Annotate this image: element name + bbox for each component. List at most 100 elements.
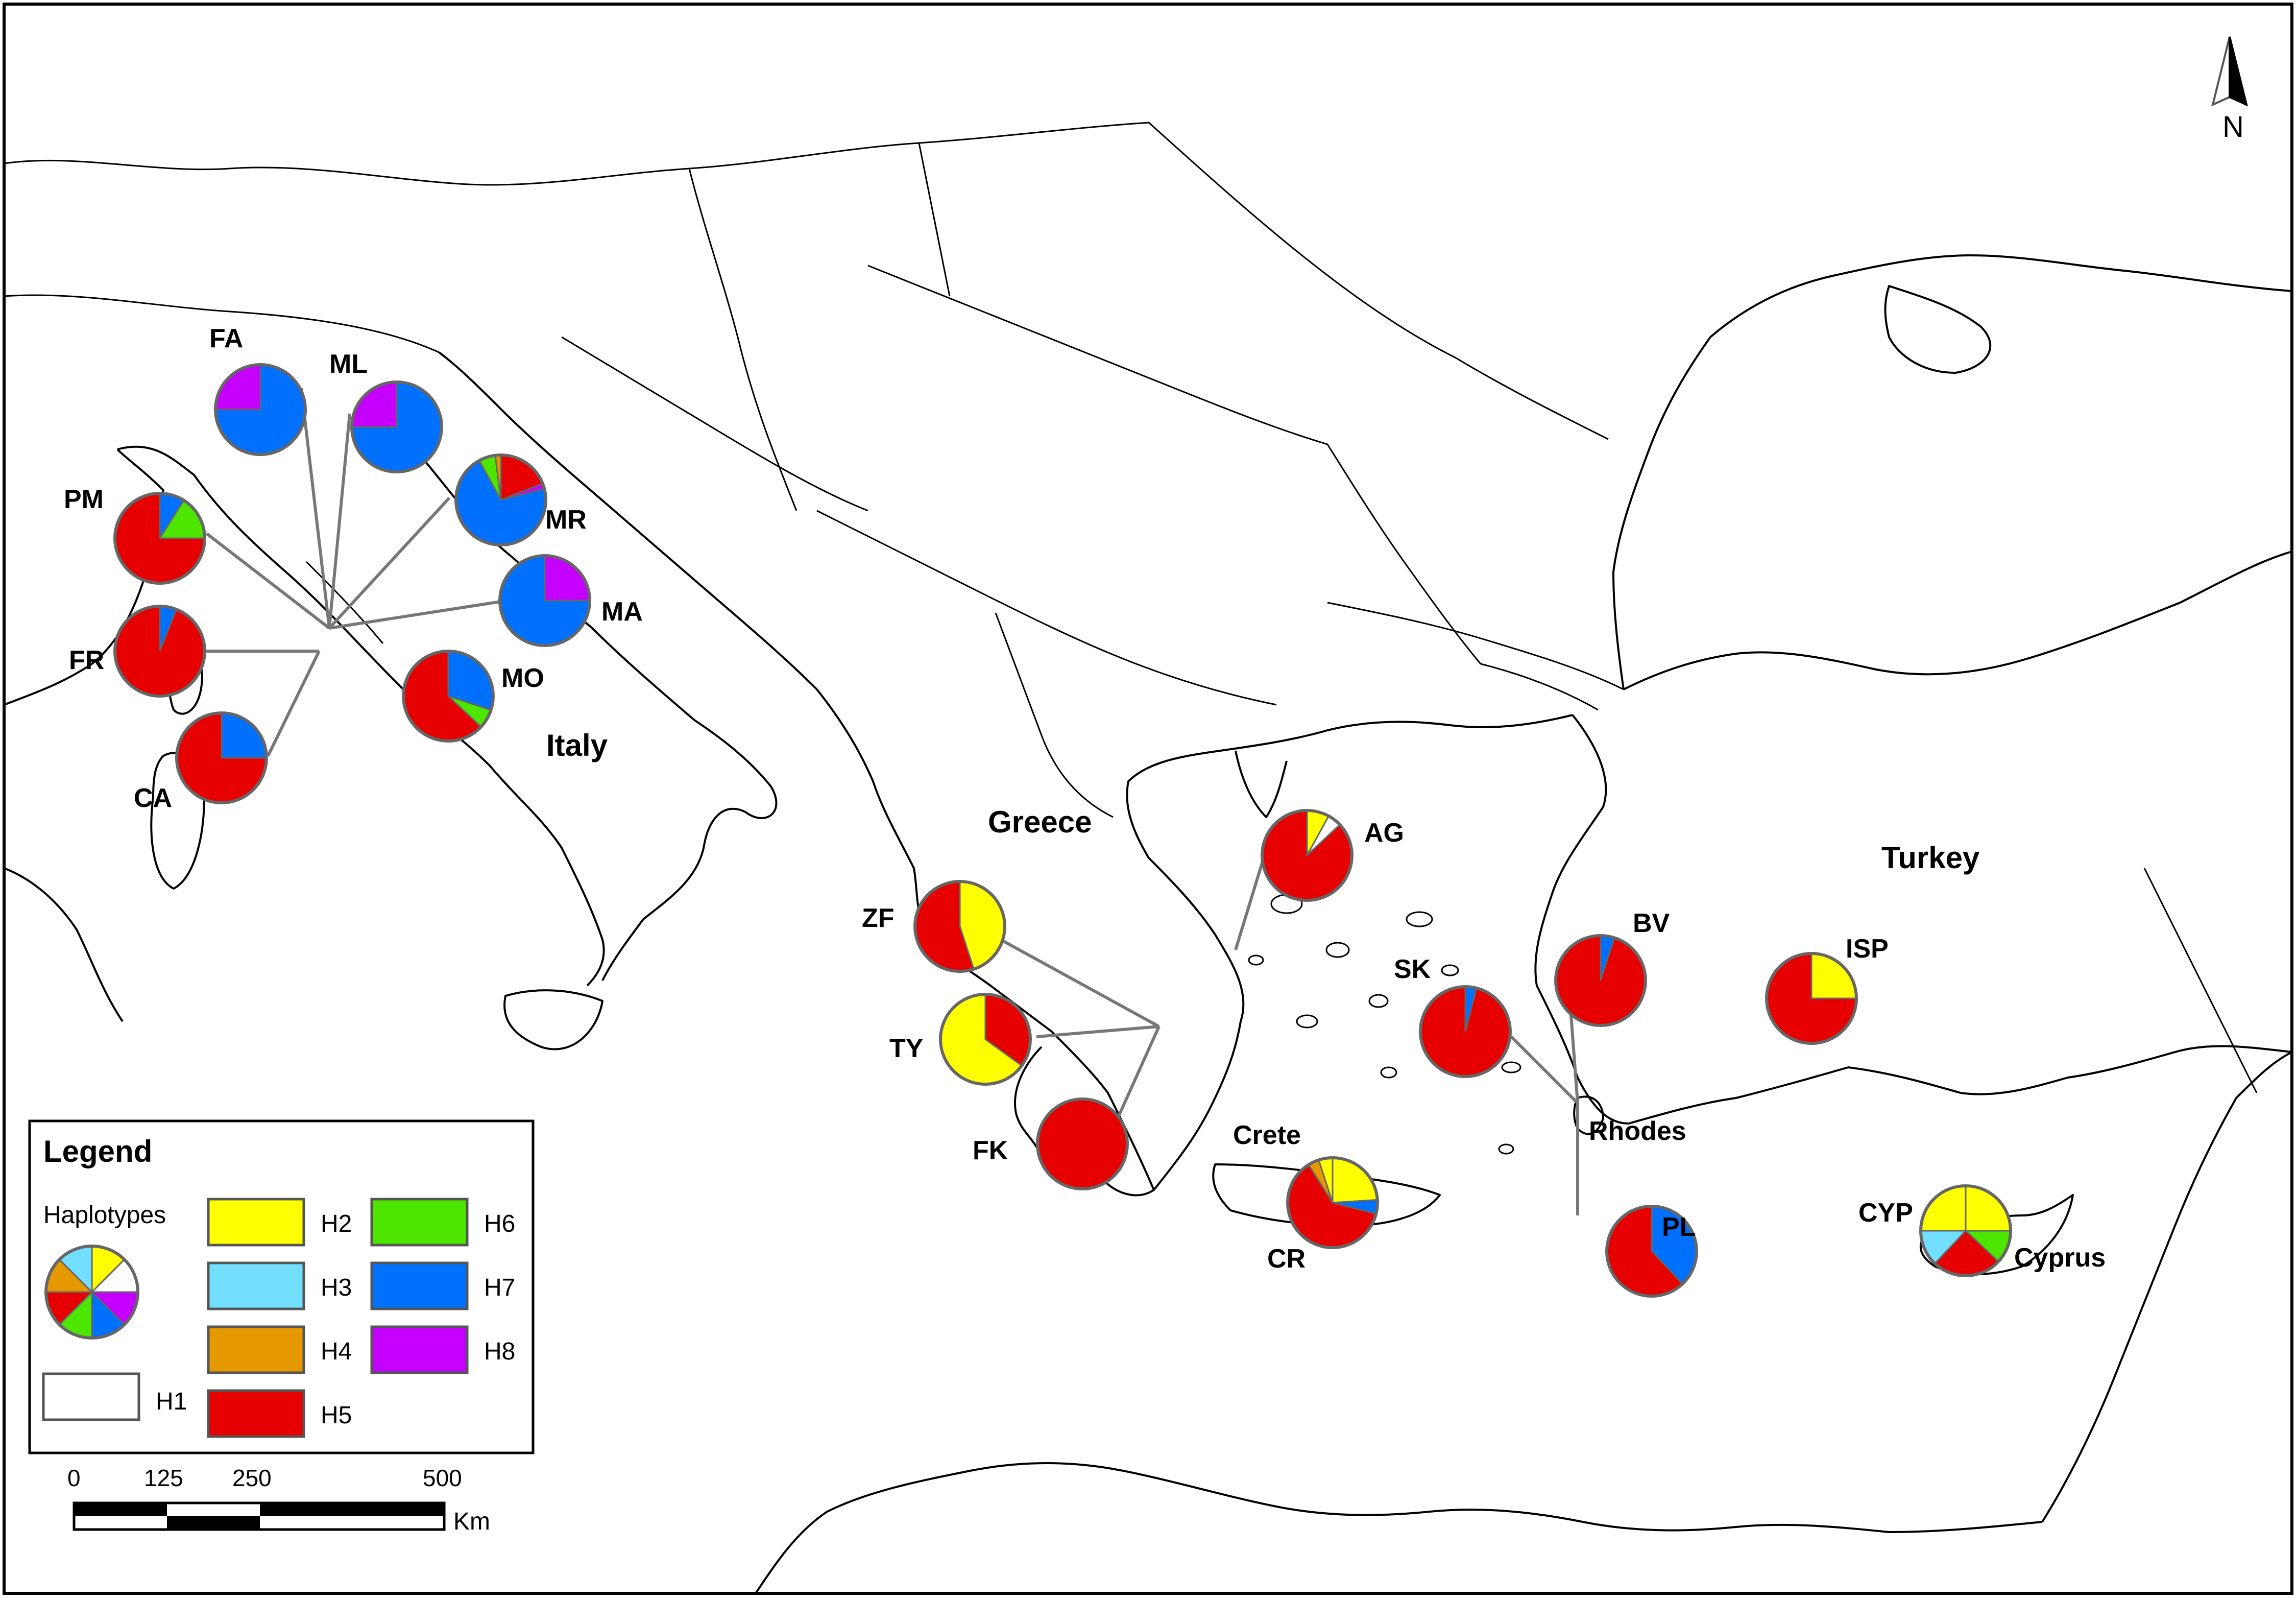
population-label-fk: FK xyxy=(973,1136,1008,1165)
population-label-ag: AG xyxy=(1364,818,1404,848)
country-borders xyxy=(4,122,2258,1093)
legend-label-h4: H4 xyxy=(321,1338,352,1365)
pie-cyp-outline xyxy=(1919,1184,2012,1277)
pie-fa-outline xyxy=(214,363,307,456)
pie-ty xyxy=(939,993,1032,1086)
country-label-italy: Italy xyxy=(546,728,608,762)
legend-swatch-h5 xyxy=(207,1389,305,1438)
place-label-crete: Crete xyxy=(1233,1120,1301,1150)
legend-pie-outline xyxy=(44,1245,139,1340)
population-label-mo: MO xyxy=(501,663,544,693)
pie-pm-outline xyxy=(113,492,206,585)
pie-mr xyxy=(454,453,547,546)
legend-label-h3: H3 xyxy=(321,1274,352,1301)
scale-bar: 0 125 250 500 Km xyxy=(67,1465,490,1535)
pie-fk xyxy=(1036,1097,1129,1190)
pie-ma-outline xyxy=(498,554,591,647)
legend-example-pie xyxy=(44,1245,139,1340)
place-label-cyprus: Cyprus xyxy=(2014,1243,2106,1273)
population-label-sk: SK xyxy=(1394,954,1431,984)
scale-unit: Km xyxy=(453,1508,490,1535)
scale-tick-125: 125 xyxy=(144,1465,183,1491)
population-label-bv: BV xyxy=(1633,909,1670,938)
pie-ml xyxy=(350,380,443,473)
pie-ty-outline xyxy=(939,993,1032,1086)
north-arrow-right-half xyxy=(2229,36,2248,107)
pie-ml-outline xyxy=(350,380,443,473)
north-arrow: N xyxy=(2211,36,2248,144)
pie-mo-outline xyxy=(402,650,495,743)
legend-label-h8: H8 xyxy=(484,1338,515,1365)
pie-isp-outline xyxy=(1765,952,1858,1045)
place-label-rhodes: Rhodes xyxy=(1589,1116,1686,1146)
pie-pm xyxy=(113,492,206,585)
population-label-isp: ISP xyxy=(1846,934,1889,964)
legend-label-h1: H1 xyxy=(156,1388,187,1415)
pie-ag xyxy=(1261,809,1354,902)
legend-swatch-h3 xyxy=(207,1261,305,1310)
legend: Legend Haplotypes H1 H2 H3 H4 H5 H6 H7 H… xyxy=(28,1119,535,1454)
legend-title: Legend xyxy=(43,1134,152,1168)
pie-cr xyxy=(1286,1156,1379,1249)
pie-zf-outline xyxy=(913,880,1006,973)
population-label-fa: FA xyxy=(209,324,243,353)
pie-fk-outline xyxy=(1036,1097,1129,1190)
population-label-pl: PL xyxy=(1662,1212,1696,1242)
population-label-cyp: CYP xyxy=(1858,1198,1913,1228)
population-label-ca: CA xyxy=(134,783,172,813)
legend-label-h6: H6 xyxy=(484,1210,515,1237)
population-pies xyxy=(113,363,2012,1298)
legend-swatch-h6 xyxy=(370,1198,469,1247)
country-label-greece: Greece xyxy=(988,805,1092,839)
pie-ca xyxy=(175,711,268,804)
population-label-fr: FR xyxy=(69,646,104,675)
population-label-pm: PM xyxy=(64,485,104,514)
legend-label-h2: H2 xyxy=(321,1210,352,1237)
pie-pl xyxy=(1605,1205,1698,1298)
pie-mr-outline xyxy=(454,453,547,546)
pie-cyp xyxy=(1919,1184,2012,1277)
pie-fr xyxy=(113,605,206,698)
region-labels: Italy Greece Turkey Crete Rhodes Cyprus xyxy=(546,728,2106,1273)
pie-pl-outline xyxy=(1605,1205,1698,1298)
legend-swatch-h4 xyxy=(207,1325,305,1374)
scale-bar-segment-2-bottom xyxy=(167,1516,260,1530)
pie-cr-outline xyxy=(1286,1156,1379,1249)
population-label-ml: ML xyxy=(329,349,368,379)
pie-ca-outline xyxy=(175,711,268,804)
country-label-turkey: Turkey xyxy=(1881,841,1980,875)
pie-zf xyxy=(913,880,1006,973)
pie-bv-outline xyxy=(1554,934,1647,1027)
population-labels: FA ML MR PM MA FR MO CA AG ZF TY FK CR S… xyxy=(64,324,1913,1274)
pie-ma xyxy=(498,554,591,647)
coastlines xyxy=(4,254,2292,1594)
pie-fa xyxy=(214,363,307,456)
legend-swatch-h7 xyxy=(370,1261,469,1310)
pie-ag-outline xyxy=(1261,809,1354,902)
legend-haplotypes-label: Haplotypes xyxy=(43,1202,166,1229)
population-label-ty: TY xyxy=(889,1034,923,1063)
scale-tick-0: 0 xyxy=(67,1465,81,1491)
legend-label-h5: H5 xyxy=(321,1402,352,1429)
scale-bar-segment-1-top xyxy=(74,1503,167,1516)
pie-isp xyxy=(1765,952,1858,1045)
legend-swatch-h2 xyxy=(207,1198,305,1247)
legend-swatch-h1 xyxy=(42,1372,140,1421)
population-label-ma: MA xyxy=(601,597,643,627)
pie-bv xyxy=(1554,934,1647,1027)
pie-sk-outline xyxy=(1419,985,1512,1078)
pie-fr-outline xyxy=(113,605,206,698)
connector-lines xyxy=(204,388,2007,1232)
pie-mo xyxy=(402,650,495,743)
legend-swatch-h8 xyxy=(370,1325,469,1374)
scale-tick-500: 500 xyxy=(423,1465,462,1491)
scale-bar-segment-3-top xyxy=(260,1503,444,1516)
pie-sk xyxy=(1419,985,1512,1078)
scale-tick-250: 250 xyxy=(232,1465,272,1491)
population-label-cr: CR xyxy=(1267,1244,1306,1274)
population-label-zf: ZF xyxy=(862,903,895,933)
population-label-mr: MR xyxy=(545,505,587,535)
legend-label-h7: H7 xyxy=(484,1274,515,1301)
